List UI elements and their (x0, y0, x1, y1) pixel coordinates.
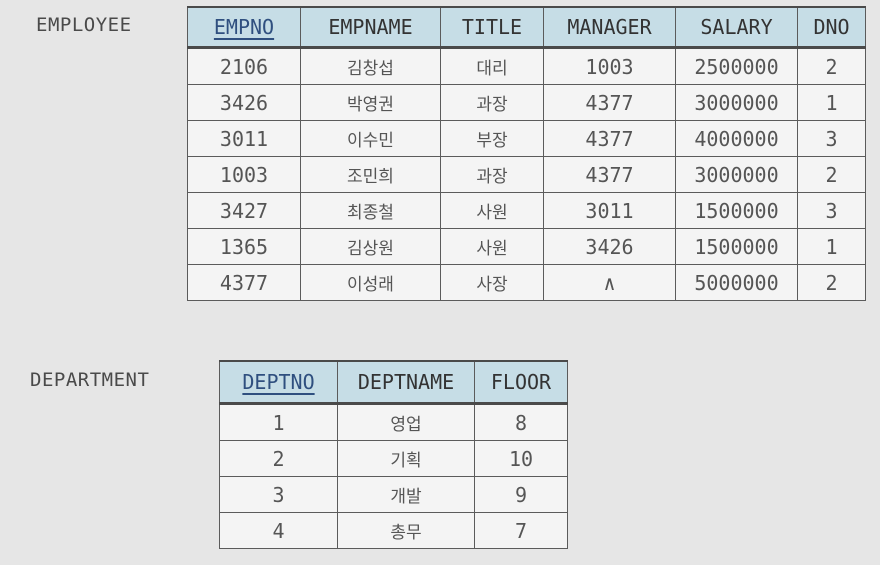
cell-manager: 1003 (543, 47, 676, 85)
cell-manager: ∧ (543, 264, 676, 301)
cell-dno: 2 (797, 47, 866, 85)
cell-title: 사원 (440, 228, 544, 265)
table-row: 4377 이성래 사장 ∧ 5000000 2 (187, 264, 866, 301)
cell-title: 대리 (440, 47, 544, 85)
cell-title: 과장 (440, 84, 544, 121)
cell-salary: 5000000 (675, 264, 798, 301)
column-header-empname: EMPNAME (300, 6, 441, 49)
cell-empno: 3426 (187, 84, 301, 121)
cell-floor: 7 (474, 512, 568, 549)
cell-title: 사장 (440, 264, 544, 301)
cell-deptno: 1 (219, 403, 338, 441)
cell-deptname: 총무 (337, 512, 475, 549)
table-row: 3426 박영권 과장 4377 3000000 1 (187, 84, 866, 121)
cell-title: 부장 (440, 120, 544, 157)
department-relation-label: DEPARTMENT (30, 369, 150, 391)
cell-salary: 3000000 (675, 156, 798, 193)
cell-salary: 1500000 (675, 228, 798, 265)
cell-salary: 1500000 (675, 192, 798, 229)
table-row: 1003 조민희 과장 4377 3000000 2 (187, 156, 866, 193)
cell-salary: 4000000 (675, 120, 798, 157)
cell-empno: 4377 (187, 264, 301, 301)
cell-dno: 3 (797, 192, 866, 229)
column-header-title: TITLE (440, 6, 544, 49)
cell-salary: 2500000 (675, 47, 798, 85)
column-header-deptname: DEPTNAME (337, 360, 475, 405)
table-row: 3011 이수민 부장 4377 4000000 3 (187, 120, 866, 157)
cell-empno: 3011 (187, 120, 301, 157)
cell-deptno: 4 (219, 512, 338, 549)
department-header-row: DEPTNO DEPTNAME FLOOR (219, 360, 568, 405)
cell-manager: 3426 (543, 228, 676, 265)
cell-deptno: 2 (219, 440, 338, 477)
cell-dno: 2 (797, 264, 866, 301)
table-row: 2 기획 10 (219, 440, 568, 477)
cell-empname: 최종철 (300, 192, 441, 229)
cell-empname: 박영권 (300, 84, 441, 121)
cell-empname: 김상원 (300, 228, 441, 265)
cell-manager: 3011 (543, 192, 676, 229)
cell-dno: 3 (797, 120, 866, 157)
cell-floor: 8 (474, 403, 568, 441)
cell-title: 사원 (440, 192, 544, 229)
cell-dno: 1 (797, 228, 866, 265)
employee-header-row: EMPNO EMPNAME TITLE MANAGER SALARY DNO (187, 6, 866, 49)
cell-empname: 이성래 (300, 264, 441, 301)
department-table: DEPTNO DEPTNAME FLOOR 1 영업 8 2 기획 10 3 개… (219, 360, 568, 549)
column-header-floor: FLOOR (474, 360, 568, 405)
table-row: 3427 최종철 사원 3011 1500000 3 (187, 192, 866, 229)
cell-title: 과장 (440, 156, 544, 193)
cell-manager: 4377 (543, 84, 676, 121)
table-row: 1365 김상원 사원 3426 1500000 1 (187, 228, 866, 265)
cell-manager: 4377 (543, 156, 676, 193)
cell-floor: 10 (474, 440, 568, 477)
table-row: 2106 김창섭 대리 1003 2500000 2 (187, 47, 866, 85)
cell-floor: 9 (474, 476, 568, 513)
column-header-manager: MANAGER (543, 6, 676, 49)
column-header-deptno: DEPTNO (219, 360, 338, 405)
cell-deptname: 기획 (337, 440, 475, 477)
table-row: 1 영업 8 (219, 403, 568, 441)
table-row: 4 총무 7 (219, 512, 568, 549)
cell-salary: 3000000 (675, 84, 798, 121)
column-header-salary: SALARY (675, 6, 798, 49)
cell-empno: 1003 (187, 156, 301, 193)
cell-deptno: 3 (219, 476, 338, 513)
cell-empno: 2106 (187, 47, 301, 85)
cell-dno: 1 (797, 84, 866, 121)
employee-relation-label: EMPLOYEE (36, 14, 132, 36)
cell-empno: 3427 (187, 192, 301, 229)
cell-deptname: 개발 (337, 476, 475, 513)
cell-dno: 2 (797, 156, 866, 193)
cell-empname: 조민희 (300, 156, 441, 193)
cell-empname: 김창섭 (300, 47, 441, 85)
column-header-dno: DNO (797, 6, 866, 49)
table-row: 3 개발 9 (219, 476, 568, 513)
column-header-empno: EMPNO (187, 6, 301, 49)
cell-empno: 1365 (187, 228, 301, 265)
cell-manager: 4377 (543, 120, 676, 157)
cell-deptname: 영업 (337, 403, 475, 441)
employee-table: EMPNO EMPNAME TITLE MANAGER SALARY DNO 2… (187, 6, 866, 301)
cell-empname: 이수민 (300, 120, 441, 157)
